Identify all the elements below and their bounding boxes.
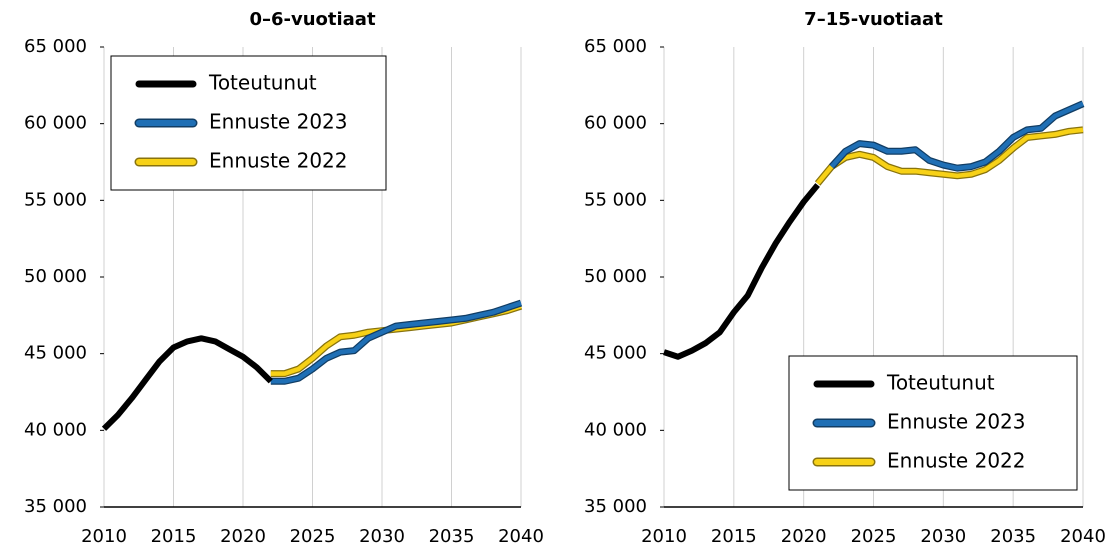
line	[663, 183, 820, 360]
x-tick-label: 2040	[498, 526, 544, 547]
x-tick-label: 2010	[641, 526, 687, 547]
x-tick-label: 2010	[81, 526, 127, 547]
y-tick-label: 60 000	[24, 113, 87, 134]
y-tick-label: 45 000	[584, 343, 647, 364]
y-tick-label: 55 000	[24, 189, 87, 210]
legend-label: Ennuste 2022	[887, 449, 1026, 473]
x-tick-label: 2030	[920, 526, 966, 547]
y-tick-label: 40 000	[584, 419, 647, 440]
y-tick-label: 35 000	[584, 496, 647, 517]
y-tick-label: 55 000	[584, 189, 647, 210]
x-tick-label: 2035	[429, 526, 475, 547]
x-tick-label: 2020	[220, 526, 266, 547]
line	[815, 127, 1084, 185]
x-tick-label: 2025	[290, 526, 336, 547]
line	[829, 101, 1084, 171]
legend-label: Ennuste 2023	[887, 410, 1026, 434]
chart-title: 7–15-vuotiaat	[804, 9, 943, 30]
legend-box	[110, 55, 387, 191]
legend-label: Toteutunut	[208, 71, 317, 95]
x-tick-label: 2015	[711, 526, 757, 547]
x-tick-label: 2020	[781, 526, 827, 547]
y-tick-label: 45 000	[24, 343, 87, 364]
legend-label: Ennuste 2023	[209, 110, 348, 134]
y-tick-label: 65 000	[24, 36, 87, 57]
y-tick-label: 60 000	[584, 113, 647, 134]
legend-label: Ennuste 2022	[209, 149, 348, 173]
x-tick-label: 2030	[359, 526, 405, 547]
legend-label: Toteutunut	[886, 371, 995, 395]
x-tick-label: 2040	[1060, 526, 1106, 547]
y-tick-label: 50 000	[584, 266, 647, 287]
x-tick-label: 2035	[990, 526, 1036, 547]
line	[270, 300, 522, 384]
y-tick-label: 50 000	[24, 266, 87, 287]
y-tick-label: 35 000	[24, 496, 87, 517]
y-tick-label: 65 000	[584, 36, 647, 57]
x-tick-label: 2015	[151, 526, 197, 547]
chart-title: 0–6-vuotiaat	[249, 9, 376, 30]
x-tick-label: 2025	[851, 526, 897, 547]
line	[101, 335, 273, 431]
y-tick-label: 40 000	[24, 419, 87, 440]
